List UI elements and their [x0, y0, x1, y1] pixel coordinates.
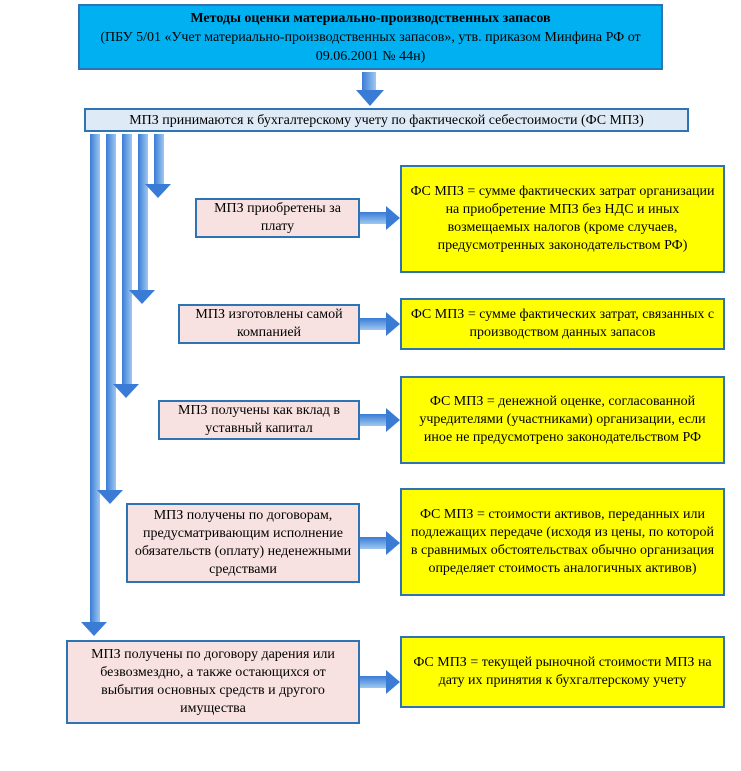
horizontal-arrow-shaft — [360, 318, 386, 330]
arrow-header-down-shaft — [362, 72, 376, 90]
vertical-arrow-head — [81, 622, 107, 636]
vertical-arrow-shaft — [154, 134, 164, 184]
result-box: ФС МПЗ = сумме фактических затрат органи… — [400, 165, 725, 273]
header-subtitle: (ПБУ 5/01 «Учет материально-производстве… — [100, 30, 640, 64]
header-box: Методы оценки материально-производственн… — [78, 4, 663, 70]
source-box: МПЗ получены как вклад в уставный капита… — [158, 400, 360, 440]
arrow-header-down-head — [356, 90, 384, 106]
result-box: ФС МПЗ = стоимости активов, переданных и… — [400, 488, 725, 596]
horizontal-arrow-head — [386, 531, 400, 555]
subheader-box: МПЗ принимаются к бухгалтерскому учету п… — [84, 108, 689, 132]
result-box-text: ФС МПЗ = стоимости активов, переданных и… — [410, 506, 715, 579]
vertical-arrow-shaft — [138, 134, 148, 290]
result-box-text: ФС МПЗ = сумме фактических затрат, связа… — [410, 306, 715, 342]
result-box: ФС МПЗ = денежной оценке, согласованной … — [400, 376, 725, 464]
vertical-arrow-shaft — [122, 134, 132, 384]
horizontal-arrow-shaft — [360, 414, 386, 426]
horizontal-arrow-head — [386, 312, 400, 336]
horizontal-arrow-shaft — [360, 676, 386, 688]
vertical-arrow-head — [129, 290, 155, 304]
result-box: ФС МПЗ = сумме фактических затрат, связа… — [400, 298, 725, 350]
horizontal-arrow-head — [386, 408, 400, 432]
result-box-text: ФС МПЗ = денежной оценке, согласованной … — [410, 393, 715, 448]
vertical-arrow-shaft — [90, 134, 100, 622]
vertical-arrow-head — [113, 384, 139, 398]
source-box-text: МПЗ получены по договору дарения или без… — [74, 646, 352, 719]
result-box-text: ФС МПЗ = сумме фактических затрат органи… — [410, 183, 715, 256]
subheader-text: МПЗ принимаются к бухгалтерскому учету п… — [129, 113, 644, 128]
source-box: МПЗ приобретены за плату — [195, 198, 360, 238]
source-box: МПЗ получены по договорам, предусматрива… — [126, 503, 360, 583]
result-box: ФС МПЗ = текущей рыночной стоимости МПЗ … — [400, 636, 725, 708]
horizontal-arrow-head — [386, 206, 400, 230]
source-box-text: МПЗ изготовлены самой компанией — [186, 306, 352, 342]
horizontal-arrow-shaft — [360, 212, 386, 224]
source-box-text: МПЗ получены по договорам, предусматрива… — [134, 507, 352, 580]
horizontal-arrow-head — [386, 670, 400, 694]
vertical-arrow-head — [97, 490, 123, 504]
source-box-text: МПЗ получены как вклад в уставный капита… — [166, 402, 352, 438]
vertical-arrow-shaft — [106, 134, 116, 490]
source-box: МПЗ изготовлены самой компанией — [178, 304, 360, 344]
source-box-text: МПЗ приобретены за плату — [203, 200, 352, 236]
vertical-arrow-head — [145, 184, 171, 198]
source-box: МПЗ получены по договору дарения или без… — [66, 640, 360, 724]
result-box-text: ФС МПЗ = текущей рыночной стоимости МПЗ … — [410, 654, 715, 690]
horizontal-arrow-shaft — [360, 537, 386, 549]
header-title: Методы оценки материально-производственн… — [190, 11, 550, 26]
